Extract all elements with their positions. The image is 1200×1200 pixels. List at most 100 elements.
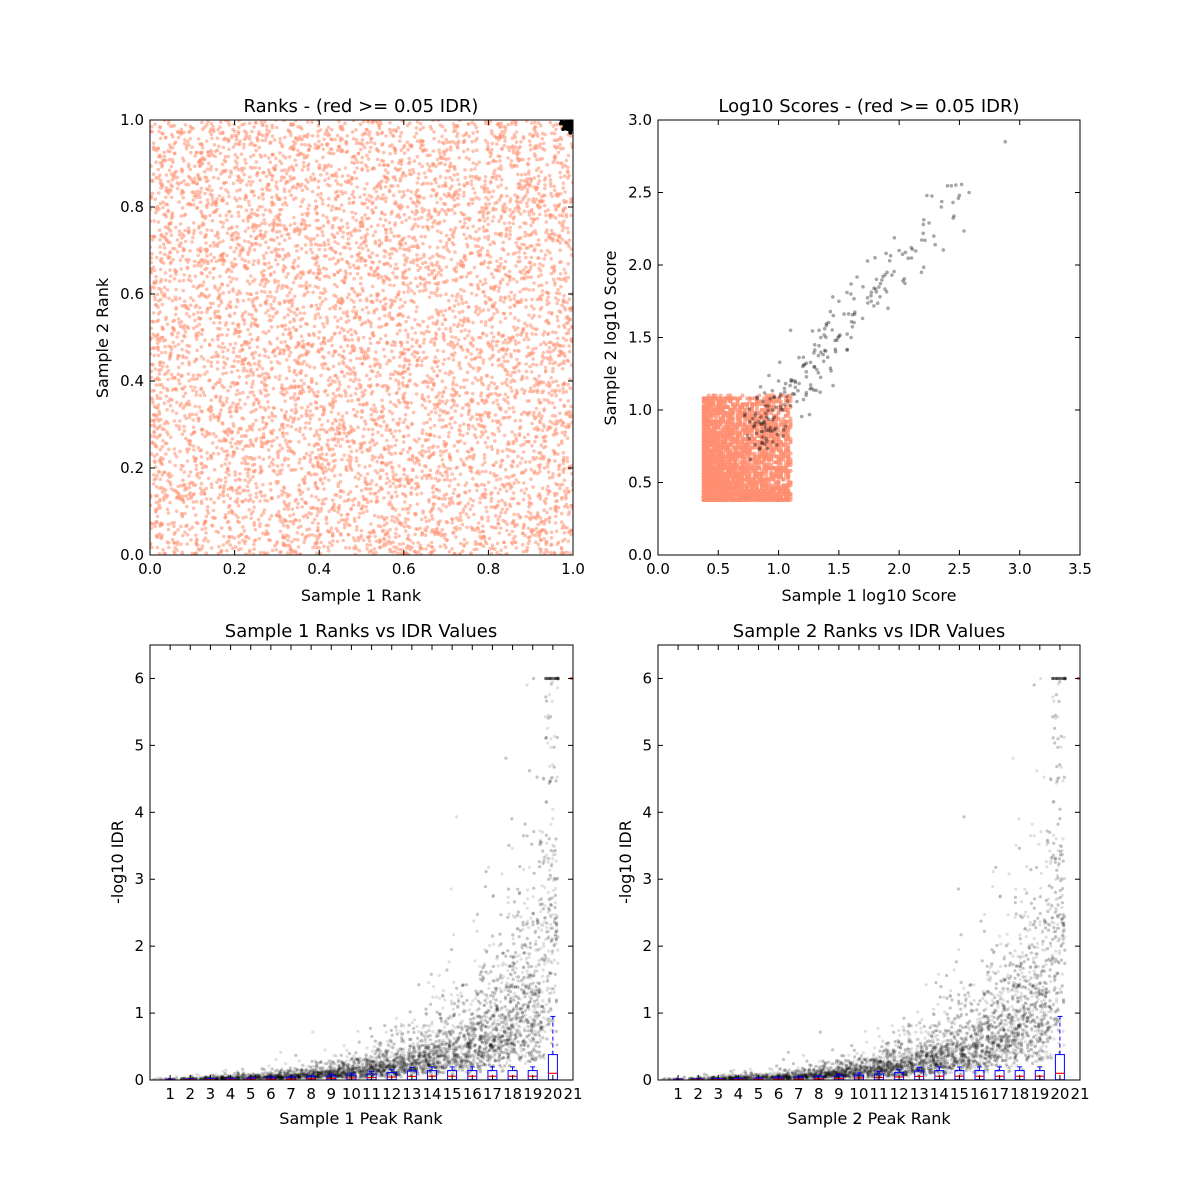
ranks-fail-point — [385, 516, 389, 520]
ranks-fail-point — [229, 280, 233, 284]
ranks-fail-point — [471, 224, 476, 229]
ranks-fail-point — [560, 214, 565, 218]
ranks-fail-point — [368, 377, 372, 381]
ranks-fail-point — [201, 357, 206, 361]
ranks-fail-point — [447, 169, 451, 173]
ranks-fail-point — [336, 510, 340, 514]
ranks-fail-point — [174, 307, 178, 311]
ranks-fail-point — [564, 338, 568, 343]
ranks-fail-point — [254, 491, 259, 496]
ranks-fail-point — [413, 549, 418, 554]
ranks-fail-point — [209, 252, 213, 257]
ranks-fail-point — [175, 186, 180, 191]
ranks-fail-point — [488, 471, 493, 475]
ranks-fail-point — [490, 375, 494, 380]
ranks-fail-point — [261, 170, 266, 175]
ranks-fail-point — [443, 371, 448, 375]
ranks-fail-point — [537, 466, 542, 470]
ranks-fail-point — [314, 495, 318, 499]
ranks-fail-point — [366, 310, 371, 315]
ranks-fail-point — [479, 434, 483, 439]
ranks-fail-point — [345, 516, 350, 521]
ranks-fail-point — [258, 464, 263, 469]
ranks-fail-point — [175, 400, 179, 405]
ranks-fail-point — [567, 297, 572, 302]
ranks-fail-point — [319, 373, 323, 378]
ranks-fail-point — [412, 244, 416, 248]
ranks-fail-point — [512, 325, 516, 329]
ranks-fail-point — [155, 514, 160, 519]
ranks-fail-point — [292, 319, 297, 323]
ranks-fail-point — [346, 384, 351, 389]
ranks-fail-point — [532, 152, 537, 156]
ranks-fail-point — [506, 145, 511, 149]
ranks-fail-point — [513, 121, 518, 125]
ranks-fail-point — [485, 374, 490, 378]
ranks-fail-point — [336, 194, 340, 198]
ranks-fail-point — [198, 200, 203, 204]
ranks-fail-point — [328, 540, 332, 545]
ranks-fail-point — [190, 145, 194, 149]
ranks-fail-point — [246, 480, 251, 485]
ranks-fail-point — [216, 418, 221, 423]
ranks-fail-point — [301, 270, 306, 274]
ranks-fail-point — [406, 335, 410, 340]
ranks-fail-point — [286, 463, 291, 468]
ranks-fail-point — [304, 250, 309, 255]
ranks-fail-point — [552, 188, 557, 193]
ranks-fail-point — [476, 249, 480, 254]
ranks-fail-point — [407, 358, 411, 363]
ranks-fail-point — [359, 276, 363, 280]
ranks-fail-point — [292, 227, 297, 232]
ranks-fail-point — [205, 451, 209, 455]
ranks-fail-point — [186, 230, 191, 234]
ranks-fail-point — [448, 145, 453, 149]
ranks-fail-point — [327, 176, 331, 181]
ranks-fail-point — [249, 516, 253, 521]
ranks-fail-point — [262, 284, 267, 289]
ranks-fail-point — [271, 315, 275, 319]
ranks-fail-point — [549, 311, 554, 315]
ranks-fail-point — [301, 197, 306, 202]
ranks-fail-point — [342, 349, 346, 353]
ranks-fail-point — [296, 545, 301, 549]
ranks-fail-point — [334, 171, 338, 175]
ranks-fail-point — [239, 152, 244, 156]
ranks-fail-point — [243, 239, 247, 243]
ranks-fail-point — [307, 471, 311, 475]
ranks-fail-point — [415, 139, 420, 143]
ranks-fail-point — [241, 369, 246, 373]
ranks-fail-point — [296, 125, 301, 129]
ranks-fail-point — [499, 511, 503, 515]
ranks-fail-point — [556, 298, 560, 302]
ranks-fail-point — [531, 288, 536, 292]
ranks-fail-point — [191, 326, 196, 331]
ranks-fail-point — [422, 473, 427, 478]
ranks-fail-point — [360, 167, 365, 171]
ranks-fail-point — [298, 270, 303, 275]
ranks-fail-point — [241, 312, 245, 316]
ranks-fail-point — [362, 192, 367, 197]
ranks-fail-point — [540, 428, 545, 433]
ranks-fail-point — [561, 221, 565, 226]
ranks-fail-point — [156, 167, 161, 172]
ranks-fail-point — [391, 128, 396, 132]
ranks-fail-point — [425, 374, 430, 378]
ranks-fail-point — [229, 214, 234, 218]
ranks-fail-point — [434, 395, 438, 400]
ranks-fail-point — [388, 376, 393, 381]
ranks-fail-point — [412, 159, 417, 163]
ranks-fail-point — [567, 530, 571, 535]
ranks-fail-point — [470, 120, 475, 125]
ranks-fail-point — [439, 453, 443, 458]
ranks-fail-point — [415, 502, 420, 506]
ranks-fail-point — [208, 418, 213, 422]
ranks-fail-point — [352, 290, 357, 294]
ranks-fail-point — [406, 533, 411, 538]
ranks-fail-point — [397, 364, 402, 368]
ranks-fail-point — [262, 508, 267, 512]
ranks-fail-point — [455, 196, 460, 200]
ranks-fail-point — [377, 163, 382, 167]
ranks-fail-point — [289, 424, 294, 429]
ranks-fail-point — [437, 391, 442, 395]
